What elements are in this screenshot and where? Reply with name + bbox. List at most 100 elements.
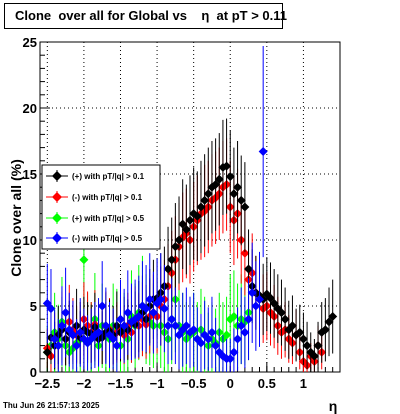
data-point [112, 341, 122, 351]
y-tick-label: 5 [30, 299, 37, 314]
data-point [211, 341, 221, 351]
x-tick-label: 0 [227, 376, 234, 391]
legend-label: (-) with pT/|q| > 0.1 [72, 193, 143, 202]
data-point [247, 288, 257, 298]
data-point [280, 314, 290, 324]
data-point [46, 304, 56, 314]
x-tick-label: 0.5 [258, 376, 276, 391]
data-point [163, 264, 173, 274]
data-point [159, 304, 169, 314]
data-point [115, 314, 125, 324]
data-point [240, 202, 250, 212]
data-point [200, 195, 210, 205]
data-point [251, 301, 261, 311]
data-point [214, 174, 224, 184]
x-tick-label: −2 [76, 376, 91, 391]
x-tick-label: −2.5 [34, 376, 60, 391]
data-point [222, 161, 232, 171]
data-point [141, 304, 151, 314]
legend-marker [52, 233, 62, 243]
timestamp: Thu Jun 26 21:57:13 2025 [3, 401, 100, 410]
data-point [328, 312, 338, 322]
data-point [225, 354, 235, 364]
data-point [174, 235, 184, 245]
x-tick-label: −1.5 [108, 376, 134, 391]
series-layer [42, 45, 338, 372]
data-point [145, 294, 155, 304]
data-point [236, 195, 246, 205]
data-point [236, 321, 246, 331]
series-3 [42, 45, 268, 372]
data-point [313, 341, 323, 351]
data-point [134, 312, 144, 322]
data-point [196, 202, 206, 212]
data-point [229, 189, 239, 199]
data-point [148, 308, 158, 318]
data-point [170, 242, 180, 252]
data-point [53, 341, 63, 351]
data-point [189, 325, 199, 335]
data-point [203, 189, 213, 199]
data-point [170, 321, 180, 331]
y-tick-label: 10 [23, 233, 37, 248]
data-point [42, 347, 52, 357]
data-point [225, 172, 235, 182]
data-point [101, 321, 111, 331]
data-point [192, 211, 202, 221]
legend-label: (+) with pT/|q| > 0.1 [72, 172, 145, 181]
data-point [61, 308, 71, 318]
legend-box [41, 164, 161, 250]
y-tick-label: 15 [23, 167, 37, 182]
data-point [196, 338, 206, 348]
data-point [302, 341, 312, 351]
data-point [68, 330, 78, 340]
x-tick-label: 1 [300, 376, 307, 391]
legend-label: (-) with pT/|q| > 0.5 [72, 234, 143, 243]
data-point [108, 334, 118, 344]
data-point [97, 301, 107, 311]
data-point [75, 327, 85, 337]
data-point [295, 327, 305, 337]
data-point [244, 264, 254, 274]
data-point [222, 330, 232, 340]
data-point [233, 182, 243, 192]
y-tick-label: 0 [30, 365, 37, 380]
legend: (+) with pT/|q| > 0.1 (-) with pT/|q| > 0… [41, 164, 161, 250]
data-point [276, 308, 286, 318]
data-point [240, 327, 250, 337]
data-point [320, 325, 330, 335]
data-point [207, 327, 217, 337]
data-point [57, 321, 67, 331]
data-point [185, 215, 195, 225]
legend-marker [52, 192, 62, 202]
data-point [244, 314, 254, 324]
data-point [258, 147, 268, 157]
chart-title: Clone over all for Global vs η at pT > 0… [4, 3, 287, 29]
data-point [181, 224, 191, 234]
x-axis-label: η [329, 398, 338, 414]
data-point [233, 334, 243, 344]
data-point [229, 312, 239, 322]
x-tick-label: −0.5 [181, 376, 207, 391]
data-point [203, 334, 213, 344]
legend-marker [52, 171, 62, 181]
legend-marker [52, 213, 62, 223]
data-point [79, 255, 89, 265]
y-tick-label: 20 [23, 101, 37, 116]
data-point [309, 351, 319, 361]
data-point [240, 248, 250, 258]
data-point [167, 314, 177, 324]
data-point [255, 294, 265, 304]
data-point [72, 341, 82, 351]
data-point [181, 321, 191, 331]
data-point [94, 327, 104, 337]
data-point [287, 321, 297, 331]
data-point [123, 308, 133, 318]
legend-label: (+) with pT/|q| > 0.5 [72, 214, 145, 223]
data-point [50, 334, 60, 344]
y-tick-label: 25 [23, 35, 37, 50]
data-point [298, 334, 308, 344]
x-tick-label: −1 [150, 376, 165, 391]
